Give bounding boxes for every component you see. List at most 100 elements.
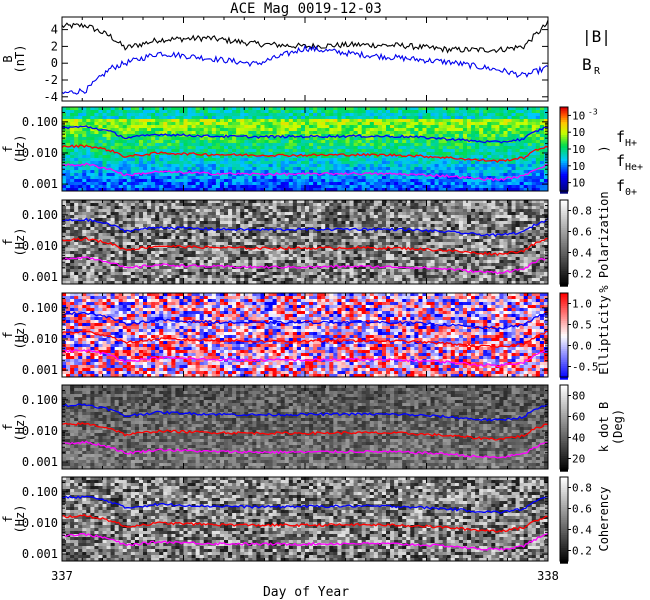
heatmap-cell <box>535 161 541 165</box>
heatmap-cell <box>527 149 533 153</box>
heatmap-cell <box>252 152 257 156</box>
heatmap-cell <box>454 140 460 144</box>
heatmap-cell <box>248 266 253 270</box>
heatmap-cell <box>410 152 415 156</box>
heatmap-cell <box>62 236 67 240</box>
heatmap-cell <box>527 155 533 159</box>
heatmap-cell <box>507 185 513 189</box>
heatmap-cell <box>252 275 257 279</box>
heatmap-cell <box>102 263 108 267</box>
heatmap-cell <box>422 188 428 191</box>
heatmap-cell <box>90 188 95 191</box>
heatmap-cell <box>292 110 298 114</box>
heatmap-spectrum <box>62 107 548 191</box>
heatmap-cell <box>175 164 181 168</box>
heatmap-cell <box>199 245 205 249</box>
heatmap-cell <box>147 155 152 159</box>
heatmap-cell <box>446 152 452 156</box>
heatmap-cell <box>539 116 545 120</box>
heatmap-cell <box>361 116 367 120</box>
heatmap-cell <box>499 143 505 147</box>
heatmap-cell <box>224 251 229 255</box>
heatmap-cell <box>325 164 330 168</box>
heatmap-cell <box>531 113 537 117</box>
heatmap-cell <box>228 278 233 282</box>
heatmap-cell <box>418 167 424 171</box>
heatmap-cell <box>244 170 249 174</box>
heatmap-cell <box>138 179 144 183</box>
y-tick-label: 0.100 <box>22 115 58 129</box>
heatmap-cell <box>398 176 403 180</box>
colorbar-cell <box>560 180 568 183</box>
heatmap-cell <box>106 236 112 240</box>
heatmap-cell <box>349 164 355 168</box>
heatmap-cell <box>122 242 128 246</box>
heatmap-cell <box>296 182 302 186</box>
heatmap-cell <box>159 218 164 222</box>
heatmap-cell <box>260 206 266 210</box>
heatmap-cell <box>357 146 363 150</box>
heatmap-cell <box>531 137 537 141</box>
heatmap-cell <box>454 122 460 126</box>
heatmap-cell <box>268 137 274 141</box>
heatmap-cell <box>446 125 452 129</box>
heatmap-cell <box>292 182 298 186</box>
heatmap-cell <box>151 173 156 177</box>
heatmap-cell <box>248 278 253 282</box>
heatmap-cell <box>151 125 156 129</box>
heatmap-cell <box>215 173 221 177</box>
heatmap-cell <box>256 248 262 252</box>
heatmap-cell <box>187 275 193 279</box>
colorbar-cell <box>560 147 568 151</box>
heatmap-cell <box>430 158 436 162</box>
heatmap-cell <box>386 110 391 114</box>
heatmap-cell <box>272 134 278 138</box>
heatmap-cell <box>442 113 448 117</box>
heatmap-cell <box>219 128 225 132</box>
heatmap-cell <box>74 128 79 132</box>
heatmap-cell <box>126 125 132 129</box>
heatmap-cell <box>102 158 108 162</box>
heatmap-cell <box>167 173 172 177</box>
colorbar-cell <box>560 132 568 136</box>
heatmap-cell <box>66 245 71 249</box>
heatmap-cell <box>187 143 193 147</box>
heatmap-cell <box>337 155 343 159</box>
heatmap-cell <box>110 143 116 147</box>
heatmap-cell <box>467 167 472 171</box>
heatmap-cell <box>487 149 492 153</box>
heatmap-cell <box>211 143 217 147</box>
heatmap-cell <box>260 125 266 129</box>
heatmap-cell <box>138 167 144 171</box>
heatmap-cell <box>467 179 472 183</box>
heatmap-cell <box>434 164 440 168</box>
heatmap-cell <box>183 182 189 186</box>
heatmap-cell <box>325 140 330 144</box>
heatmap-cell <box>219 149 225 153</box>
heatmap-cell <box>98 155 104 159</box>
heatmap-cell <box>82 185 87 189</box>
heatmap-cell <box>215 215 221 219</box>
heatmap-cell <box>106 170 112 174</box>
heatmap-cell <box>232 242 237 246</box>
heatmap-cell <box>94 236 100 240</box>
heatmap-cell <box>422 179 428 183</box>
heatmap-cell <box>471 119 476 123</box>
heatmap-cell <box>159 149 164 153</box>
heatmap-cell <box>398 143 403 147</box>
heatmap-cell <box>187 266 193 270</box>
heatmap-cell <box>430 146 436 150</box>
heatmap-cell <box>284 107 290 111</box>
heatmap-cell <box>155 128 160 132</box>
heatmap-cell <box>446 173 452 177</box>
heatmap-cell <box>195 206 201 210</box>
heatmap-cell <box>199 134 205 138</box>
heatmap-cell <box>491 176 496 180</box>
heatmap-cell <box>147 107 152 111</box>
heatmap-cell <box>183 125 189 129</box>
heatmap-cell <box>66 185 71 189</box>
heatmap-cell <box>450 182 456 186</box>
heatmap-cell <box>438 125 444 129</box>
heatmap-cell <box>309 155 314 159</box>
heatmap-cell <box>167 116 172 120</box>
